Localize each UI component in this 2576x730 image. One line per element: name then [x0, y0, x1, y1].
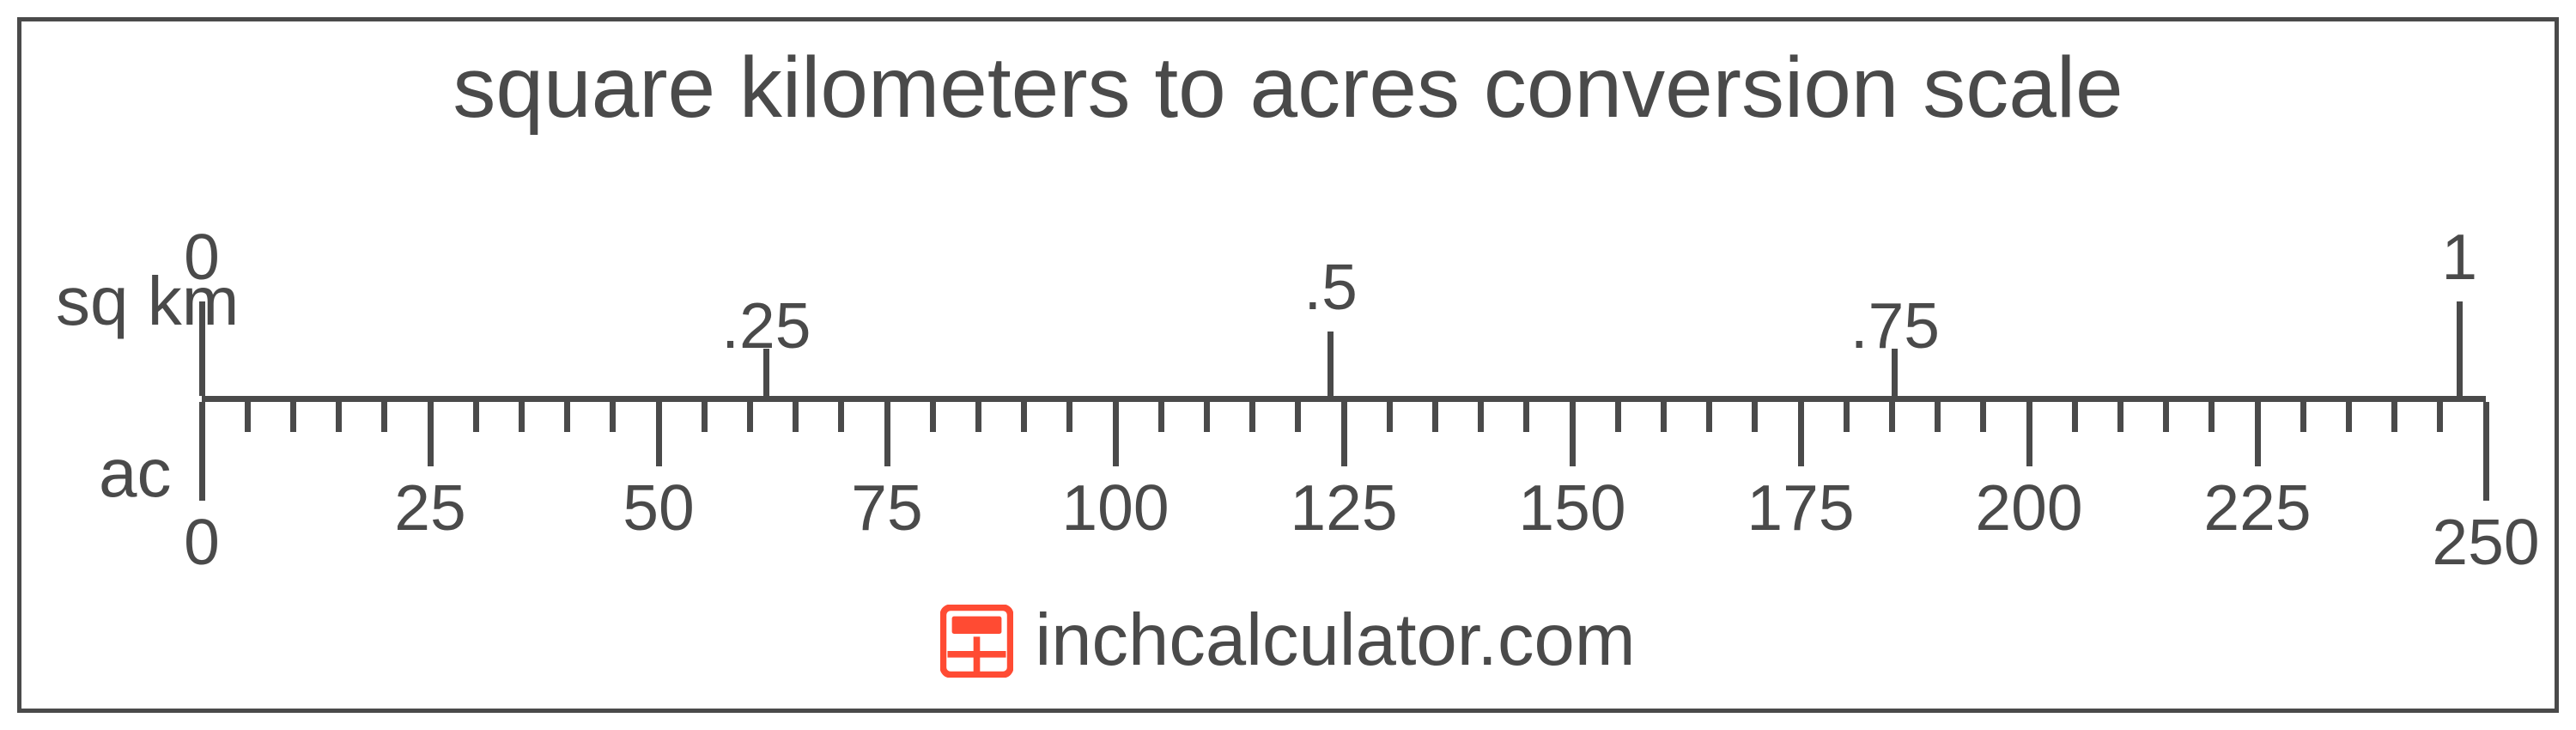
bottom-tick [245, 402, 251, 432]
bottom-tick-label: 225 [2203, 471, 2311, 544]
top-tick [199, 301, 205, 396]
bottom-tick [2391, 402, 2397, 432]
bottom-tick [838, 402, 844, 432]
bottom-tick [1204, 402, 1210, 432]
top-tick [2457, 301, 2463, 396]
bottom-tick [2163, 402, 2169, 432]
bottom-tick [2072, 402, 2078, 432]
bottom-tick-label: 250 [2432, 505, 2539, 579]
bottom-tick [2483, 402, 2489, 501]
bottom-tick [1387, 402, 1393, 432]
bottom-tick [1478, 402, 1484, 432]
bottom-tick [1935, 402, 1941, 432]
bottom-tick [1523, 402, 1529, 432]
bottom-tick-label: 100 [1061, 471, 1169, 544]
bottom-tick-label: 75 [851, 471, 922, 544]
diagram-frame: square kilometers to acres conversion sc… [17, 17, 2559, 713]
bottom-tick [1661, 402, 1667, 432]
bottom-tick [2117, 402, 2123, 432]
bottom-tick [564, 402, 570, 432]
bottom-tick [1570, 402, 1576, 466]
bottom-tick-label: 25 [394, 471, 465, 544]
bottom-tick [747, 402, 753, 432]
bottom-tick [1706, 402, 1712, 432]
bottom-tick [884, 402, 890, 466]
bottom-tick [1295, 402, 1301, 432]
top-tick-label: .75 [1850, 289, 1940, 362]
bottom-tick [1615, 402, 1621, 432]
bottom-tick [1798, 402, 1804, 466]
bottom-tick [519, 402, 525, 432]
calculator-icon [940, 605, 1013, 678]
bottom-tick [2346, 402, 2352, 432]
bottom-tick [1980, 402, 1986, 432]
footer: inchcalculator.com [21, 599, 2555, 683]
bottom-tick [2300, 402, 2306, 432]
axis-line [202, 396, 2486, 402]
bottom-tick-label: 50 [623, 471, 694, 544]
bottom-tick [290, 402, 296, 432]
diagram-title: square kilometers to acres conversion sc… [21, 39, 2555, 137]
bottom-tick-label: 125 [1290, 471, 1397, 544]
bottom-tick [1249, 402, 1255, 432]
bottom-tick [1066, 402, 1072, 432]
top-tick-label: 1 [2441, 220, 2477, 294]
top-tick-label: 0 [184, 220, 220, 294]
bottom-tick [1113, 402, 1119, 466]
bottom-tick [2437, 402, 2443, 432]
bottom-tick [1752, 402, 1758, 432]
bottom-tick [2255, 402, 2261, 466]
bottom-tick-label: 150 [1518, 471, 1625, 544]
bottom-tick [930, 402, 936, 432]
bottom-tick [199, 402, 205, 501]
bottom-tick [1844, 402, 1850, 432]
unit-label-bottom: ac [99, 434, 172, 513]
bottom-tick-label: 175 [1747, 471, 1854, 544]
top-tick-label: .5 [1303, 250, 1358, 324]
bottom-tick [2208, 402, 2215, 432]
bottom-tick [1158, 402, 1164, 432]
bottom-tick [975, 402, 981, 432]
bottom-tick [1341, 402, 1347, 466]
bottom-tick [702, 402, 708, 432]
bottom-tick-label: 200 [1975, 471, 2082, 544]
top-tick-label: .25 [721, 289, 811, 362]
bottom-tick [336, 402, 342, 432]
bottom-tick [381, 402, 387, 432]
footer-text: inchcalculator.com [1035, 599, 1635, 683]
bottom-tick [656, 402, 662, 466]
bottom-tick [1021, 402, 1027, 432]
bottom-tick-label: 0 [184, 505, 220, 579]
scale-container: 0.25.5.7510255075100125150175200225250 [202, 331, 2486, 468]
bottom-tick [1889, 402, 1895, 432]
bottom-tick [793, 402, 799, 432]
bottom-tick [2026, 402, 2032, 466]
bottom-tick [1432, 402, 1438, 432]
top-tick [1327, 332, 1334, 396]
bottom-tick [610, 402, 616, 432]
bottom-tick [428, 402, 434, 466]
bottom-tick [473, 402, 479, 432]
